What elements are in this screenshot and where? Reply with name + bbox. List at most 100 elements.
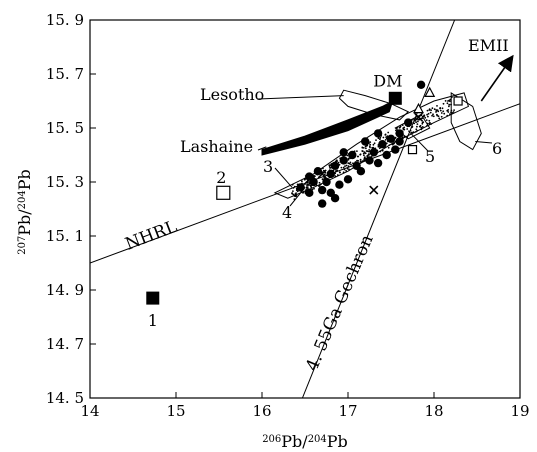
field-stipple-dot xyxy=(381,149,384,152)
y-tick-label: 14. 5 xyxy=(46,389,84,407)
data-points xyxy=(296,80,463,208)
field-label-emii: EMII xyxy=(468,36,509,55)
field-stipple-dot xyxy=(426,124,428,127)
field-stipple-dot xyxy=(428,119,431,122)
x-tick-label: 18 xyxy=(424,402,443,420)
field-stipple-dot xyxy=(387,146,390,149)
field-stipple-dot xyxy=(402,127,405,130)
field-stipple-dot xyxy=(347,162,350,165)
field-stipple-dot xyxy=(365,147,367,150)
field-stipple-dot xyxy=(306,186,309,189)
field-stipple-dot xyxy=(336,174,339,176)
filled-circle-point xyxy=(335,180,344,189)
filled-circle-point xyxy=(395,137,404,146)
field-stipple-dot xyxy=(398,126,401,129)
field-stipple-dot xyxy=(427,112,430,115)
field-stipple-dot xyxy=(420,126,423,129)
field-stipple-dot xyxy=(350,163,352,166)
field-stipple-dot xyxy=(436,114,439,117)
filled-circle-point xyxy=(326,188,335,197)
field-stipple-dot xyxy=(404,136,406,138)
field-stipple-dot xyxy=(449,113,451,115)
plot-frame xyxy=(89,19,521,399)
field-stipple-dot xyxy=(414,117,417,120)
filled-circle-point xyxy=(404,118,413,127)
field-stipple-dot xyxy=(344,165,346,168)
field-stipple-dot xyxy=(394,136,397,139)
field-stipple-dot xyxy=(361,160,364,163)
field-stipple-dot xyxy=(439,107,442,109)
field-stipple-dot xyxy=(336,169,339,172)
filled-circle-point xyxy=(382,150,391,160)
small-open-square-point xyxy=(407,145,418,155)
field-stipple-dot xyxy=(301,180,303,183)
field-stipple-dot xyxy=(410,131,413,134)
x-tick-label: 17 xyxy=(338,402,357,420)
field-stipple-dot xyxy=(452,111,455,113)
field-stipple-dot xyxy=(363,154,365,157)
field-stipple-dot xyxy=(440,112,443,114)
field-stipple-dot xyxy=(323,173,326,176)
field-stipple-dot xyxy=(416,129,419,132)
field-stipple-dot xyxy=(291,192,293,195)
field-stipple-dot xyxy=(373,142,376,145)
field-stipple-dot xyxy=(313,187,315,190)
field-stipple-dot xyxy=(342,166,345,169)
field-stipple-dot xyxy=(356,159,358,162)
field-stipple-dot xyxy=(428,123,431,125)
field-stipple-dot xyxy=(346,167,349,170)
filled-circle-point xyxy=(369,148,378,157)
field-stipple-dot xyxy=(436,105,438,107)
filled-circle-point xyxy=(305,188,314,197)
field-stipple-dot xyxy=(414,131,417,133)
field-stipple-dot xyxy=(379,150,382,153)
field-stipple-dot xyxy=(345,169,347,172)
field-stipple-dot xyxy=(416,123,419,125)
region-label-5: 5 xyxy=(425,147,435,166)
field-stipple-dot xyxy=(292,190,294,193)
field-stipple-dot xyxy=(420,128,423,131)
field-stipple-dot xyxy=(432,115,435,118)
field-stipple-dot xyxy=(431,114,433,117)
field-5-envelope xyxy=(394,113,431,140)
field-stipple-dot xyxy=(435,111,437,113)
field-stipple-dot xyxy=(359,153,362,156)
field-stipple-dot xyxy=(385,136,387,139)
filled-circle-point xyxy=(339,148,348,157)
filled-circle-point xyxy=(318,185,327,195)
field-stipple-dot xyxy=(369,143,372,146)
y-tick-label: 15. 7 xyxy=(46,65,84,83)
field-stipple-dot xyxy=(428,109,431,111)
field-stipple-dot xyxy=(384,133,387,136)
field-stipple-dot xyxy=(450,111,452,114)
region-label-6: 6 xyxy=(492,139,502,158)
field-stipple-dot xyxy=(347,157,350,160)
field-stipple-dot xyxy=(401,124,404,126)
field-stipple-dot xyxy=(356,150,358,153)
field-stipple-dot xyxy=(432,113,434,116)
field-stipple-dot xyxy=(409,129,412,132)
leader-line-5 xyxy=(407,130,429,152)
filled-circle-point xyxy=(356,167,366,176)
reference-line-label-nhrl: NHRL xyxy=(123,217,180,255)
y-tick-label: 14. 9 xyxy=(46,281,84,299)
field-stipple-dot xyxy=(369,146,371,149)
field-stipple-dot xyxy=(382,136,385,139)
field-stipple-dot xyxy=(406,136,409,139)
filled-circle-point xyxy=(318,199,327,208)
field-stipple-dot xyxy=(314,175,316,178)
field-stipple-dot xyxy=(384,139,387,141)
field-stipple-dot xyxy=(342,171,345,174)
field-stipple-dot xyxy=(292,187,295,189)
filled-circle-point xyxy=(305,172,314,181)
field-stipple-dot xyxy=(448,103,451,106)
field-stipple-dot xyxy=(442,110,445,113)
field-stipple-dot xyxy=(415,121,417,124)
field-stipple-dot xyxy=(449,98,452,101)
field-stipple-dot xyxy=(362,147,365,149)
field-stipple-dot xyxy=(443,112,446,115)
y-tick-label: 15. 3 xyxy=(46,173,84,191)
field-stipple-dot xyxy=(359,158,362,161)
filled-circle-point xyxy=(330,161,340,170)
